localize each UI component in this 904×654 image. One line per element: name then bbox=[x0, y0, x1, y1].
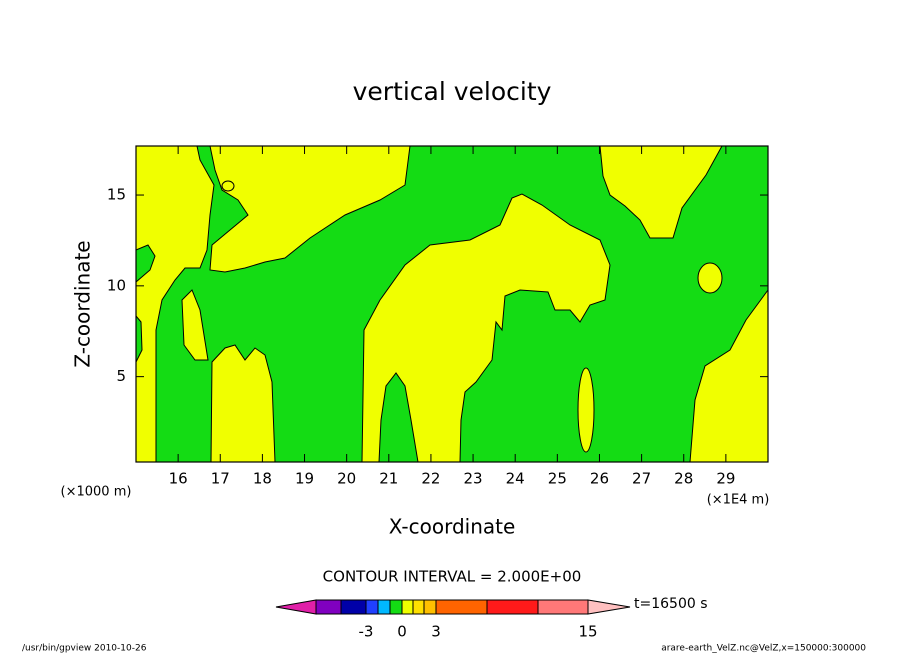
colorbar-box bbox=[340, 599, 367, 615]
colorbar-box bbox=[435, 599, 488, 615]
colorbar-tick-label: 15 bbox=[578, 623, 597, 641]
region bbox=[209, 145, 411, 273]
x-unit: (×1E4 m) bbox=[707, 493, 770, 508]
region bbox=[361, 193, 611, 463]
region bbox=[221, 180, 235, 192]
colorbar-under bbox=[275, 599, 317, 615]
colorbar-box bbox=[537, 599, 589, 615]
chart-title: vertical velocity bbox=[353, 77, 552, 106]
x-tick-label: 29 bbox=[716, 470, 735, 488]
colorbar-box bbox=[412, 599, 425, 615]
y-axis-label: Z-coordinate bbox=[71, 240, 95, 367]
colorbar-box bbox=[389, 599, 403, 615]
colorbar-over bbox=[587, 599, 631, 615]
time-label: t=16500 s bbox=[634, 596, 708, 612]
y-tick-label: 15 bbox=[107, 186, 126, 204]
yellow-regions bbox=[135, 145, 769, 463]
x-tick-label: 28 bbox=[674, 470, 693, 488]
x-tick-label: 18 bbox=[253, 470, 272, 488]
colorbar-box bbox=[423, 599, 437, 615]
region bbox=[599, 145, 723, 239]
colorbar-tick-label: -3 bbox=[359, 623, 374, 641]
colorbar-tick-label: 0 bbox=[397, 623, 407, 641]
y-unit: (×1000 m) bbox=[61, 485, 132, 500]
colorbar-box bbox=[377, 599, 391, 615]
x-tick-label: 26 bbox=[590, 470, 609, 488]
x-tick-label: 21 bbox=[379, 470, 398, 488]
x-tick-label: 27 bbox=[632, 470, 651, 488]
x-tick-label: 22 bbox=[421, 470, 440, 488]
x-tick-label: 23 bbox=[464, 470, 483, 488]
x-axis-label: X-coordinate bbox=[389, 515, 516, 539]
region bbox=[181, 289, 209, 361]
colorbar-box bbox=[315, 599, 342, 615]
y-tick-label: 5 bbox=[116, 367, 126, 385]
colorbar-tick-label: 3 bbox=[431, 623, 441, 641]
x-tick-label: 24 bbox=[506, 470, 525, 488]
x-tick-label: 19 bbox=[295, 470, 314, 488]
x-tick-label: 25 bbox=[548, 470, 567, 488]
region bbox=[210, 344, 276, 463]
x-tick-label: 20 bbox=[337, 470, 356, 488]
colorbar-box bbox=[365, 599, 379, 615]
region bbox=[577, 367, 595, 453]
colorbar-box bbox=[486, 599, 539, 615]
plot-frame bbox=[135, 145, 769, 463]
green-region bbox=[378, 372, 419, 463]
contour-interval: CONTOUR INTERVAL = 2.000E+00 bbox=[323, 568, 582, 586]
x-tick-label: 17 bbox=[211, 470, 230, 488]
x-tick-label: 16 bbox=[169, 470, 188, 488]
y-tick-label: 10 bbox=[107, 276, 126, 294]
colorbar-box bbox=[401, 599, 414, 615]
footer-right: arare-earth_VelZ.nc@VelZ,x=150000:300000 bbox=[661, 644, 866, 654]
region bbox=[697, 262, 723, 294]
footer-left: /usr/bin/gpview 2010-10-26 bbox=[22, 644, 147, 654]
contour-field bbox=[135, 145, 769, 463]
